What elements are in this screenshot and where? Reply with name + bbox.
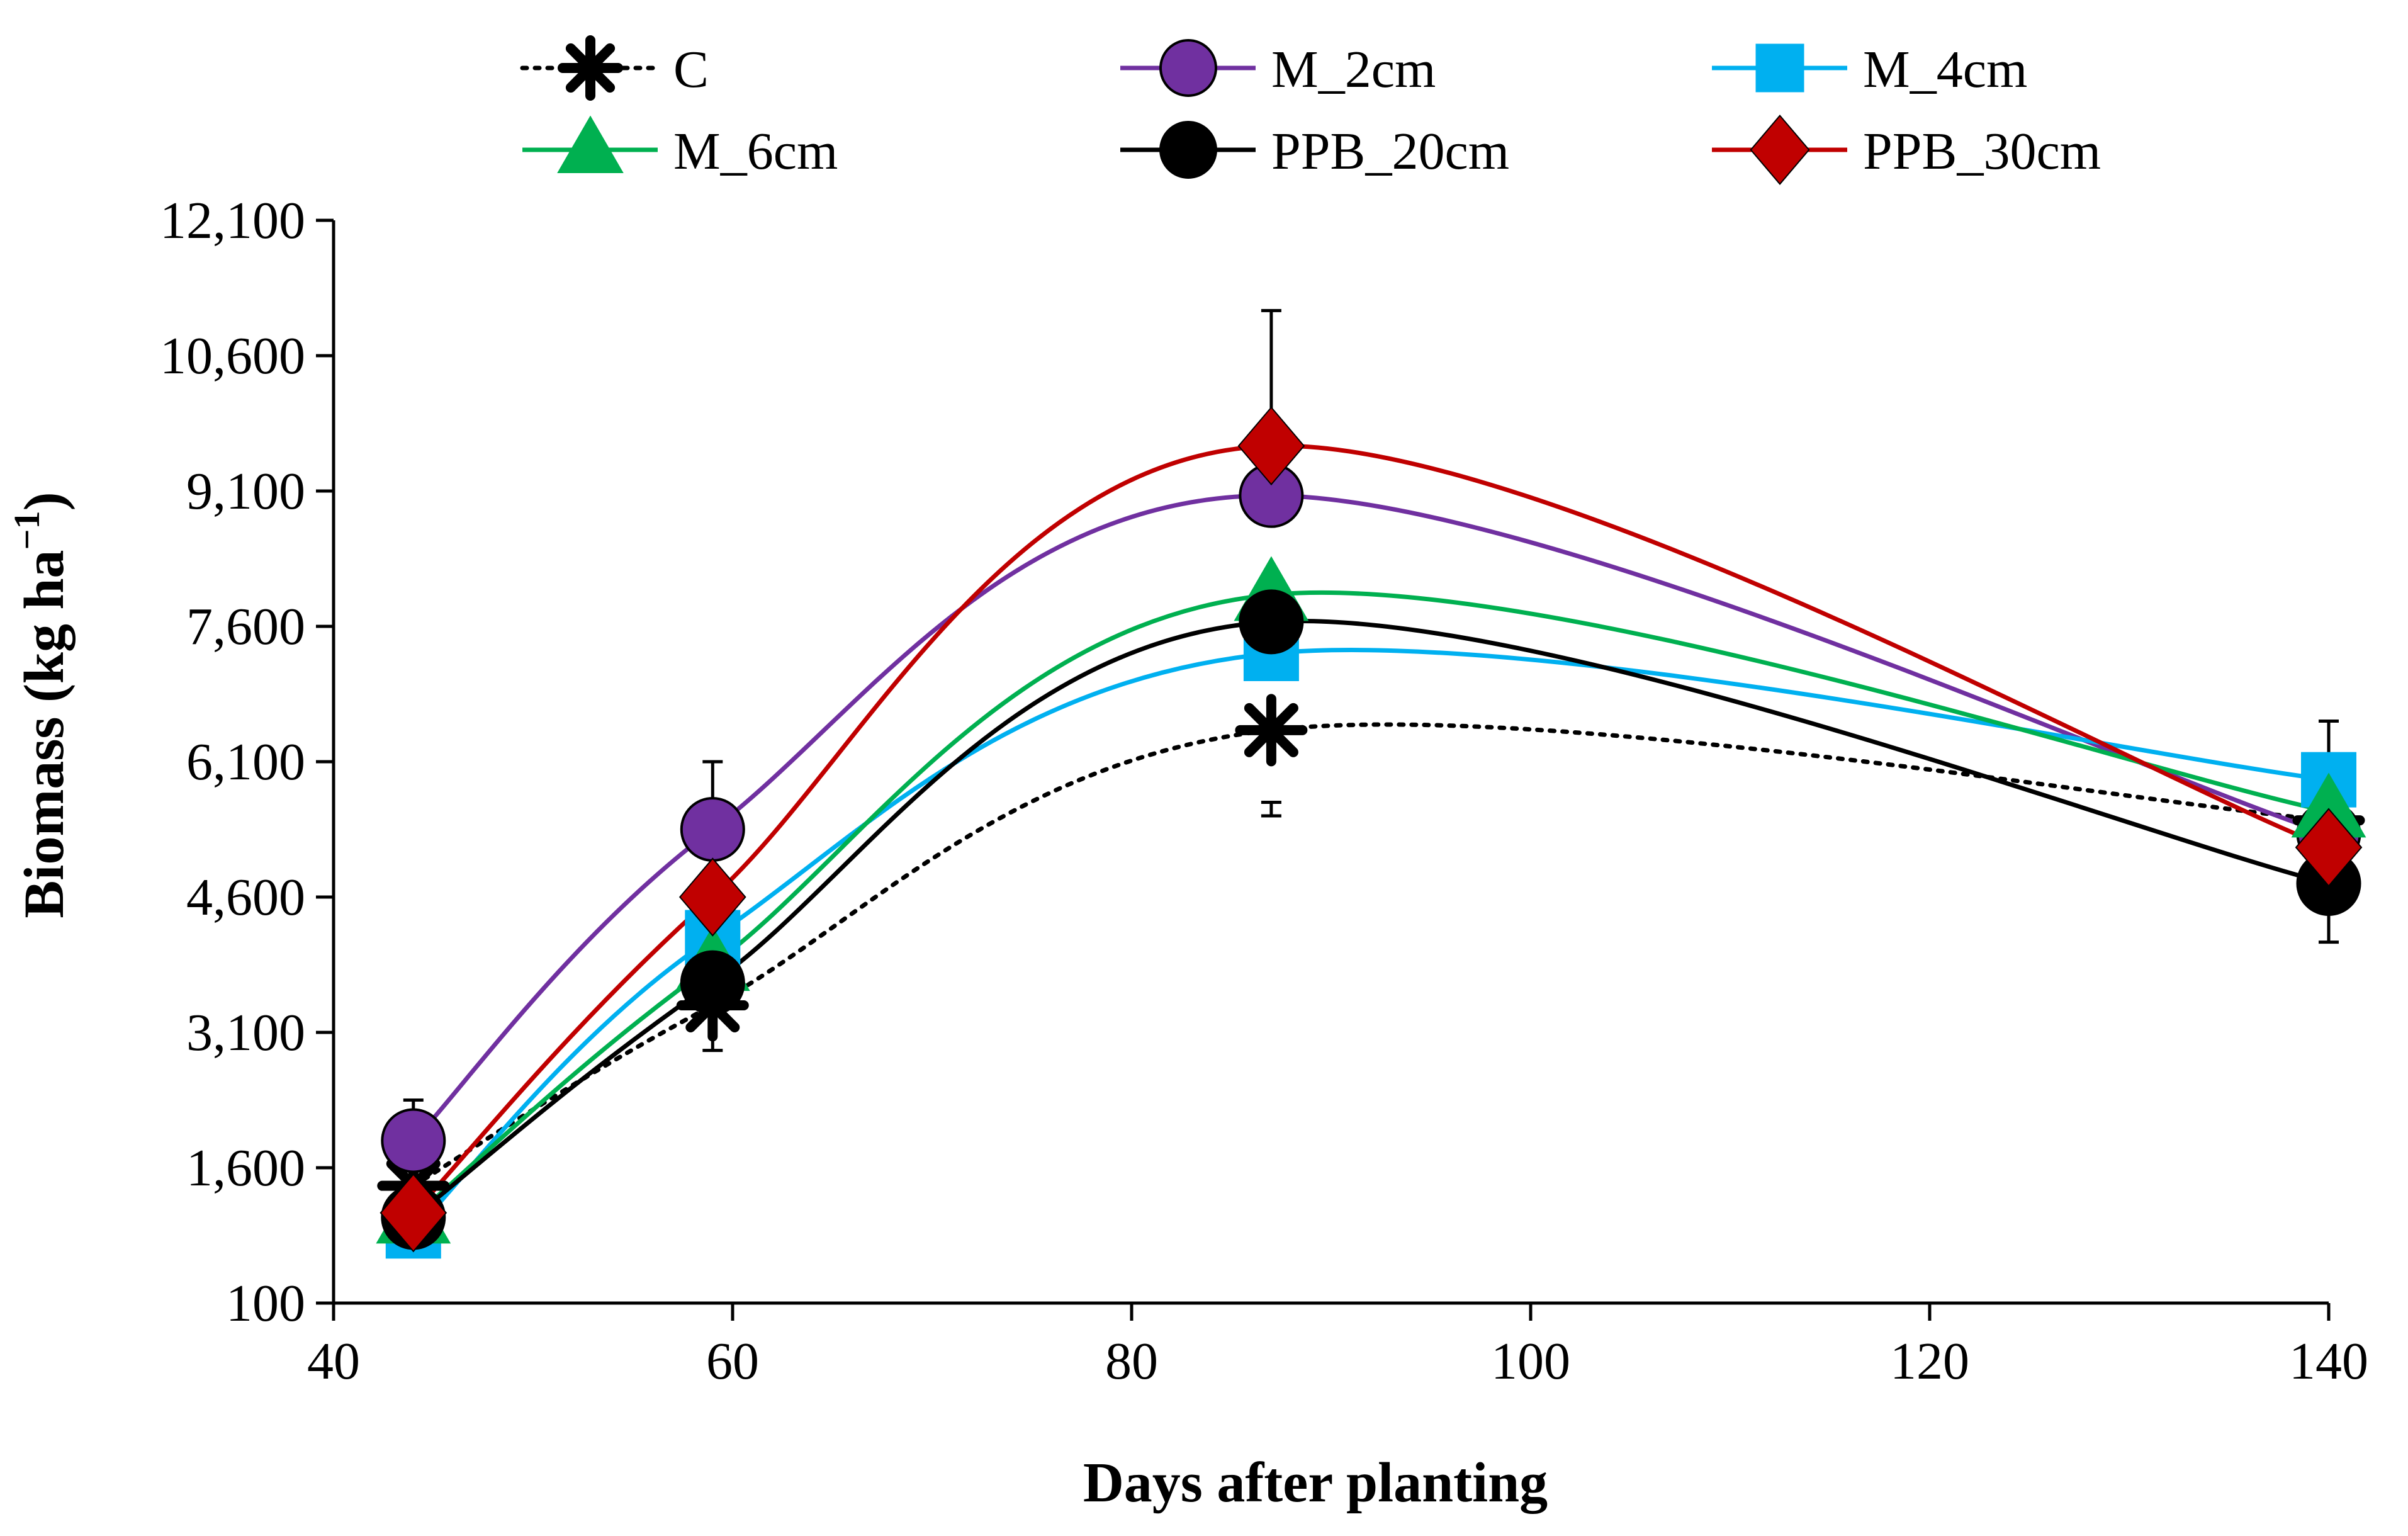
y-tick-label: 4,600 — [186, 868, 305, 927]
legend-label: PPB_30cm — [1863, 122, 2101, 181]
x-tick-label: 100 — [1491, 1332, 1570, 1391]
y-tick-label: 10,600 — [160, 327, 305, 385]
data-point — [380, 1173, 447, 1253]
data-point — [1239, 589, 1304, 655]
y-tick-label: 3,100 — [186, 1003, 305, 1062]
legend-marker — [1755, 43, 1804, 93]
data-point — [2295, 808, 2363, 887]
y-tick-label: 12,100 — [160, 191, 305, 250]
y-tick-label: 7,600 — [186, 597, 305, 656]
y-tick-label: 1,600 — [186, 1139, 305, 1197]
asterisk-stroke — [565, 43, 616, 93]
legend-label: PPB_20cm — [1271, 122, 1509, 181]
data-point — [2291, 772, 2366, 838]
series-line — [412, 493, 2330, 1143]
legend-item: M_2cm — [1120, 39, 1436, 99]
axes — [316, 218, 2331, 1321]
legend-item: PPB_30cm — [1712, 115, 2101, 185]
data-point — [381, 1108, 446, 1173]
legend-marker — [558, 35, 623, 101]
y-axis-title-close: ) — [13, 492, 76, 511]
series-line — [411, 722, 2331, 1189]
y-axis-title-main: Biomass (kg ha — [13, 550, 76, 918]
legend-label: C — [673, 40, 709, 99]
legend-marker — [1750, 115, 1810, 185]
asterisk-stroke — [1244, 703, 1298, 757]
legend-label: M_6cm — [673, 122, 838, 181]
series-lines — [411, 443, 2331, 1233]
data-point — [1237, 406, 1305, 486]
x-tick-label: 40 — [307, 1332, 360, 1391]
series-line — [412, 443, 2330, 1215]
legend-label: M_2cm — [1271, 40, 1436, 99]
legend-item: C — [520, 35, 709, 101]
x-tick-label: 80 — [1105, 1332, 1158, 1391]
x-axis-title: Days after planting — [1083, 1452, 1548, 1514]
y-tick-label: 6,100 — [186, 733, 305, 791]
data-point — [678, 857, 746, 937]
legend-marker — [557, 115, 624, 173]
y-tick-label: 100 — [226, 1274, 305, 1333]
legend: C M_2cm M_4cm M_6cm PPB_20cm PPB_30cm — [520, 35, 2101, 185]
series-markers — [376, 406, 2366, 1259]
y-tick-label: 9,100 — [186, 462, 305, 521]
y-axis-title: Biomass (kg ha−1) — [6, 492, 76, 918]
y-axis-title-superscript: −1 — [6, 511, 47, 550]
x-tick-label: 140 — [2289, 1332, 2368, 1391]
legend-item: M_6cm — [522, 115, 838, 181]
series-line — [412, 590, 2329, 1219]
tick-labels: 100 1,600 3,100 4,600 6,100 7,600 9,100 10,600 1… — [160, 191, 2368, 1391]
legend-item: M_4cm — [1712, 40, 2027, 99]
series-line — [412, 619, 2329, 1219]
x-tick-label: 120 — [1890, 1332, 1969, 1391]
legend-label: M_4cm — [1863, 40, 2027, 99]
data-point — [680, 797, 745, 862]
series-line — [412, 648, 2329, 1233]
x-tick-label: 60 — [706, 1332, 759, 1391]
legend-item: PPB_20cm — [1120, 121, 1509, 181]
legend-marker — [1159, 39, 1217, 97]
legend-marker — [1159, 121, 1217, 179]
data-point — [1235, 694, 1308, 767]
error-bar — [1261, 801, 1281, 818]
data-point — [680, 950, 745, 1015]
